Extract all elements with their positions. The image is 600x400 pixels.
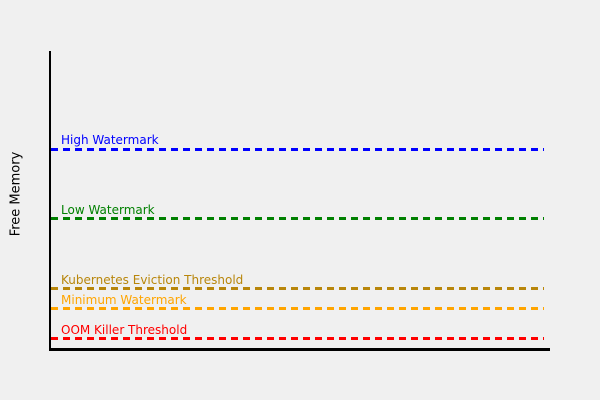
threshold-label: High Watermark <box>61 133 159 148</box>
threshold-label: Minimum Watermark <box>61 292 187 307</box>
threshold-line <box>51 217 544 221</box>
threshold-label: Kubernetes Eviction Threshold <box>61 272 244 287</box>
threshold-line <box>51 287 544 291</box>
threshold-line <box>51 307 544 310</box>
threshold-label: OOM Killer Threshold <box>61 322 188 337</box>
plot-area: High Watermark Low Watermark Kubernetes Ev… <box>49 51 550 351</box>
y-axis-label: Free Memory <box>8 151 24 237</box>
threshold-line <box>51 147 544 151</box>
threshold-line <box>51 337 544 341</box>
threshold-label: Low Watermark <box>61 202 155 217</box>
